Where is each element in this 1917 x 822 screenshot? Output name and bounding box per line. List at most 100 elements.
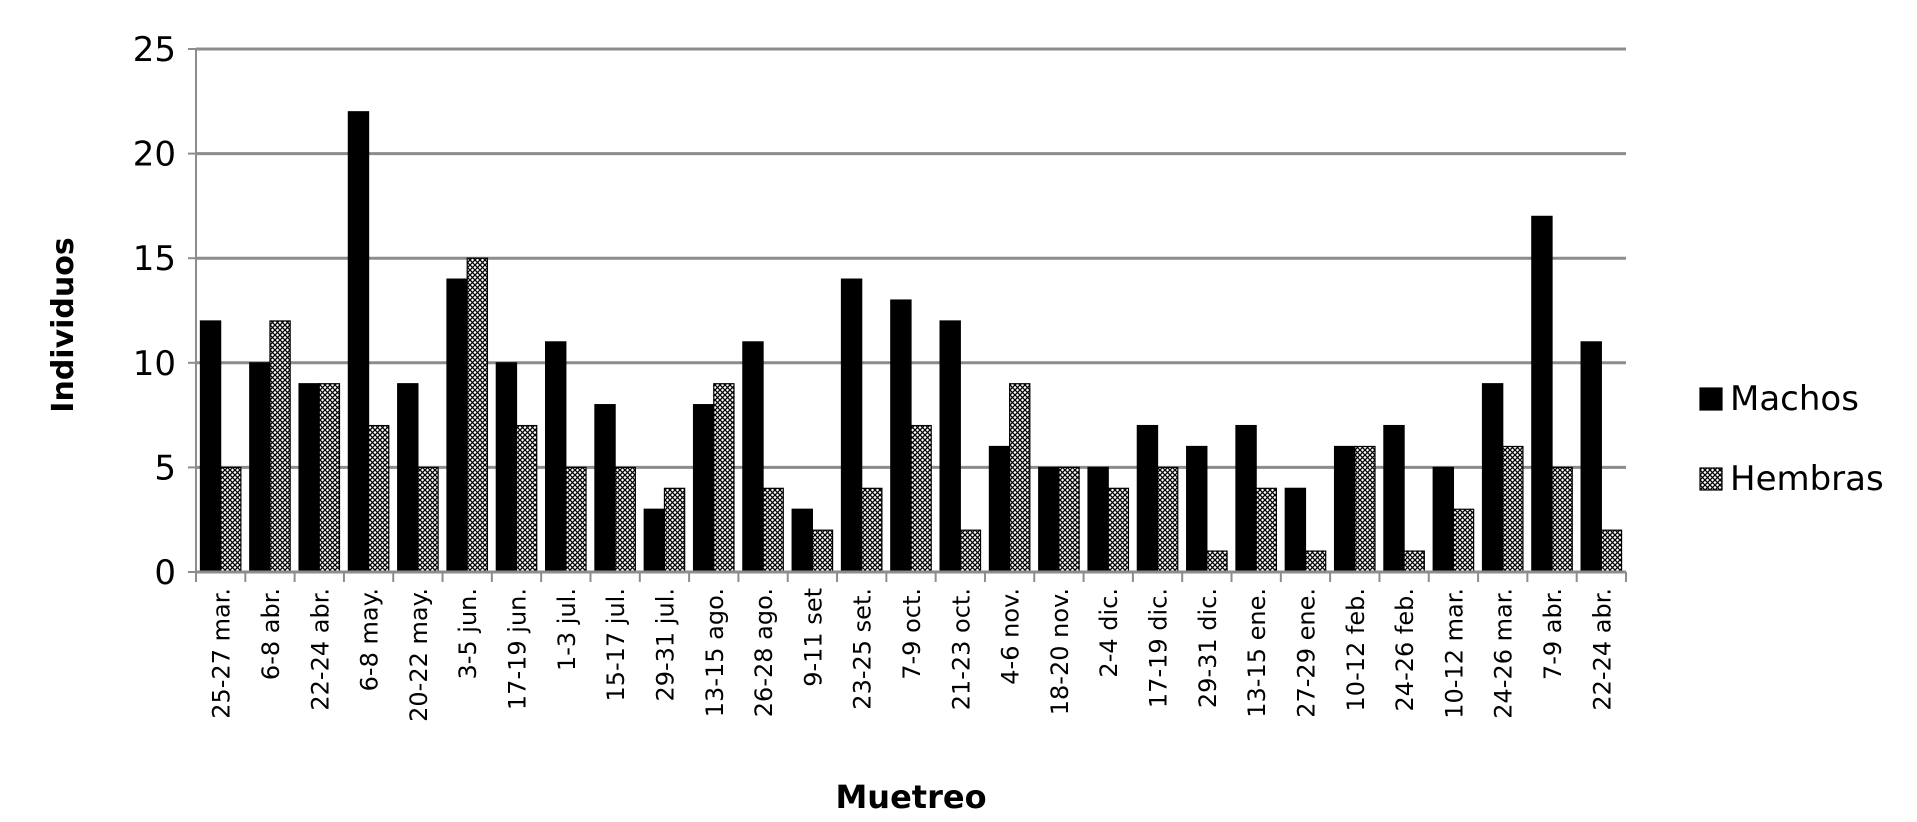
bar <box>1156 466 1179 573</box>
y-tick-label: 5 <box>154 448 176 488</box>
bar <box>1452 508 1475 573</box>
bar <box>713 383 735 573</box>
bar <box>643 508 666 573</box>
bar <box>1502 445 1524 573</box>
bar <box>446 278 468 573</box>
x-tick-label: 10-12 feb. <box>1342 588 1370 711</box>
bar <box>1481 383 1504 573</box>
bar <box>269 320 291 573</box>
x-axis-label: Muetreo <box>835 778 986 816</box>
bar <box>663 487 686 573</box>
bar <box>347 111 370 573</box>
bar <box>614 466 636 573</box>
bar <box>594 404 616 573</box>
bar <box>1600 529 1623 573</box>
bar <box>791 508 813 573</box>
bar <box>1383 424 1405 573</box>
bar <box>1403 550 1425 573</box>
bar <box>495 362 518 573</box>
bar <box>397 383 419 573</box>
x-tick-label: 26-28 ago. <box>750 588 778 717</box>
x-tick-label: 22-24 abr. <box>306 588 334 711</box>
bar <box>199 320 222 573</box>
bar <box>1087 466 1109 573</box>
bar <box>1531 215 1553 573</box>
x-tick-label: 7-9 abr. <box>1539 588 1567 680</box>
bar <box>1038 466 1060 573</box>
bar <box>1206 550 1228 573</box>
bar <box>466 257 489 573</box>
x-tick-label: 6-8 abr. <box>257 588 285 680</box>
x-tick-label: 27-29 ene. <box>1292 588 1320 718</box>
bar <box>811 529 834 573</box>
x-tick-label: 23-25 set. <box>849 588 877 710</box>
x-tick-label: 2-4 dic. <box>1095 588 1123 678</box>
bar <box>1284 487 1307 573</box>
bar <box>1058 466 1080 573</box>
bar <box>939 320 961 573</box>
bar <box>367 424 390 573</box>
y-tick-label: 20 <box>133 135 176 175</box>
bar <box>692 404 715 573</box>
bar <box>1580 341 1602 573</box>
x-tick-label: 15-17 jul. <box>602 588 630 702</box>
legend-label: Hembras <box>1730 459 1884 499</box>
x-tick-label: 7-9 oct. <box>898 588 926 680</box>
bar <box>1186 445 1208 573</box>
x-tick-label: 9-11 set <box>799 588 827 687</box>
bar <box>565 466 587 573</box>
bar <box>910 424 932 573</box>
bar <box>515 424 538 573</box>
bar <box>417 466 439 573</box>
x-tick-label: 25-27 mar. <box>208 588 236 719</box>
legend-swatch <box>1699 467 1723 491</box>
bar <box>742 341 764 573</box>
bar <box>220 466 242 573</box>
x-tick-label: 18-20 nov. <box>1046 588 1074 715</box>
bar <box>1235 424 1257 573</box>
x-tick-label: 22-24 abr. <box>1588 588 1616 711</box>
x-tick-label: 21-23 oct. <box>947 588 975 710</box>
bar <box>1333 445 1356 573</box>
bar <box>1304 550 1327 573</box>
x-tick-label: 24-26 feb. <box>1391 588 1419 711</box>
bar <box>890 299 912 573</box>
x-tick-label: 4-6 nov. <box>997 588 1025 685</box>
bar <box>1432 466 1455 573</box>
y-tick-label: 10 <box>133 344 176 384</box>
legend-swatch <box>1699 387 1723 411</box>
x-tick-label: 29-31 dic. <box>1194 588 1222 708</box>
bar <box>959 529 982 573</box>
x-tick-label: 17-19 dic. <box>1145 588 1173 708</box>
bar <box>861 487 883 573</box>
bar <box>1354 445 1376 573</box>
bar <box>249 362 271 573</box>
bar <box>545 341 567 573</box>
bar <box>1136 424 1159 573</box>
bar <box>1255 487 1277 573</box>
x-tick-label: 24-26 mar. <box>1490 588 1518 719</box>
bar <box>1009 383 1031 573</box>
y-axis-label: Individuos <box>46 237 81 412</box>
x-tick-label: 20-22 may. <box>405 588 433 722</box>
x-tick-label: 6-8 may. <box>356 588 384 691</box>
y-tick-label: 0 <box>154 553 176 593</box>
bar <box>1107 487 1130 573</box>
bar <box>1551 466 1573 573</box>
y-tick-label: 15 <box>133 239 176 279</box>
x-tick-label: 10-12 mar. <box>1440 588 1468 719</box>
x-tick-label: 13-15 ene. <box>1243 588 1271 718</box>
x-tick-label: 17-19 jun. <box>504 588 532 710</box>
bar <box>840 278 863 573</box>
x-tick-label: 1-3 jul. <box>553 588 581 671</box>
legend-label: Machos <box>1730 379 1859 419</box>
x-tick-label: 3-5 jun. <box>454 588 482 680</box>
bar <box>988 445 1011 573</box>
bar <box>762 487 784 573</box>
x-tick-label: 29-31 jul. <box>651 588 679 702</box>
x-tick-label: 13-15 ago. <box>701 588 729 717</box>
bar <box>298 383 320 573</box>
y-tick-label: 25 <box>133 30 176 70</box>
bar <box>318 383 341 573</box>
